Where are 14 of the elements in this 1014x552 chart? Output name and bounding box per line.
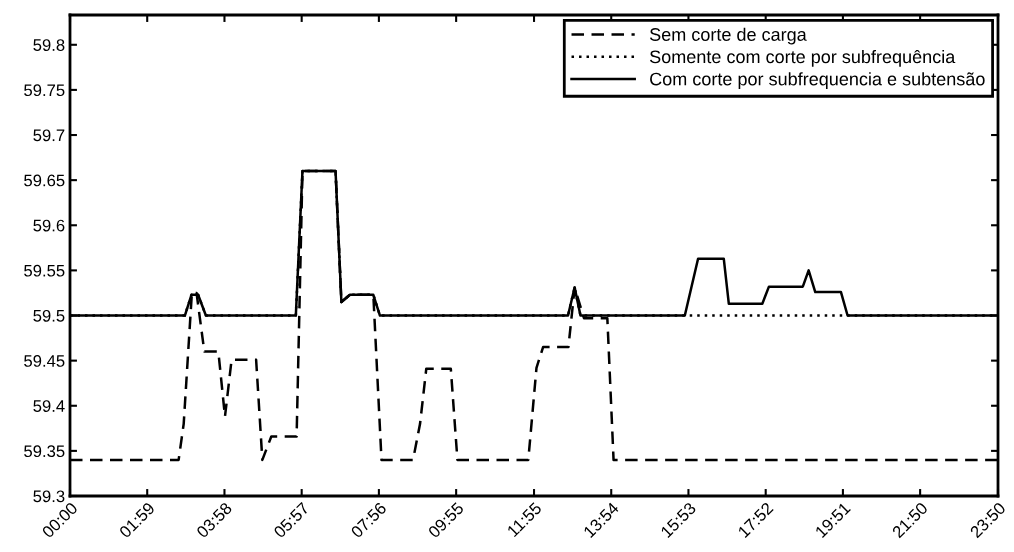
- y-tick-label: 59.65: [24, 174, 65, 187]
- y-tick-label: 59.45: [24, 355, 65, 367]
- y-tick-label: 59.3: [33, 490, 65, 503]
- y-tick-label: 59.35: [24, 445, 65, 458]
- y-tick-label: 59.8: [33, 39, 65, 51]
- legend-label: Somente com corte por subfrequência: [649, 49, 956, 67]
- legend-label: Sem corte de carga: [649, 27, 807, 45]
- y-tick-label: 59.6: [33, 219, 65, 232]
- y-tick-label: 59.75: [24, 84, 65, 97]
- y-tick-label: 59.5: [33, 309, 65, 322]
- y-tick-label: 59.7: [33, 129, 65, 142]
- legend-label: Com corte por subfrequencia e subtensão: [650, 72, 985, 90]
- y-tick-label: 59.55: [24, 264, 65, 277]
- y-tick-label: 59.4: [33, 400, 65, 412]
